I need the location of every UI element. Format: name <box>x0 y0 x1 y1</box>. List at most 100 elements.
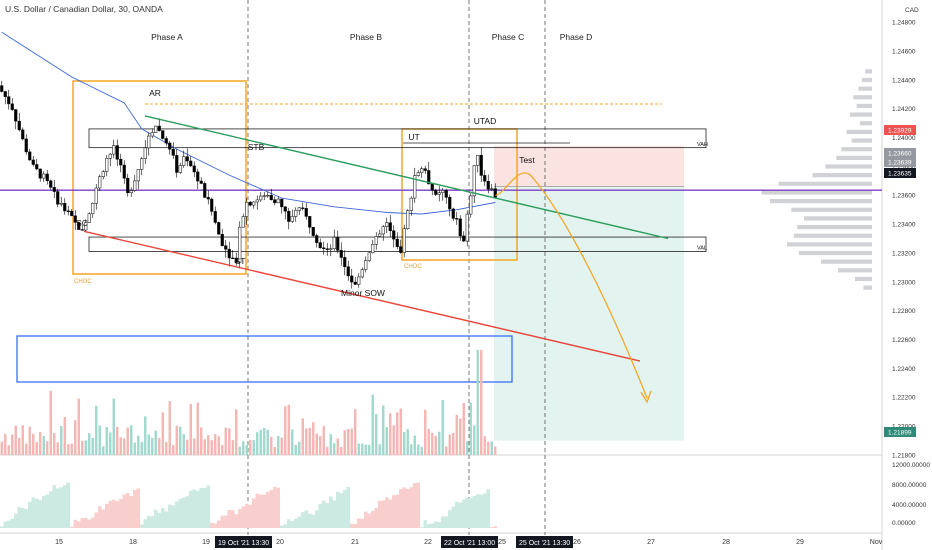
candle-body <box>189 160 193 167</box>
volume-bar <box>452 432 455 455</box>
oscillator-bar <box>409 487 413 528</box>
candle-body <box>150 132 154 137</box>
candle-body <box>252 201 256 206</box>
candle-body <box>210 198 214 212</box>
candles <box>0 80 497 289</box>
oscillator-bar <box>217 520 221 528</box>
candle-body <box>304 208 308 217</box>
oscillator-bar <box>353 524 357 528</box>
oscillator-bar <box>143 519 147 528</box>
oscillator-bar <box>84 517 88 528</box>
volume-bar <box>91 437 94 455</box>
volume-profile-bar <box>821 259 872 264</box>
volume-bar <box>305 428 308 455</box>
volume-bar <box>322 426 325 455</box>
volume-profile-bar <box>761 190 872 195</box>
volume-bar <box>490 441 493 455</box>
time-chip-label: 22 Oct '21 13:00 <box>444 540 495 547</box>
volume-profile-bar <box>793 233 872 238</box>
volume-bar <box>130 425 133 455</box>
volume-profile-bar <box>804 216 872 221</box>
oscillator-bar <box>161 507 165 528</box>
volume-bar <box>102 446 105 455</box>
candle-body <box>395 238 399 247</box>
candle-body <box>427 170 431 185</box>
candle-body <box>101 171 105 177</box>
candle-body <box>343 257 347 268</box>
price-tick: 1.22200 <box>892 395 916 402</box>
oscillator-bar <box>105 503 109 528</box>
projection-arrowhead <box>640 390 652 404</box>
volume-bar <box>116 426 119 455</box>
candle-body <box>203 183 207 198</box>
volume-bar <box>284 406 287 455</box>
stb-label: STB <box>248 142 265 152</box>
candle-body <box>350 275 354 283</box>
oscillator-bar <box>395 494 399 528</box>
volume-bar <box>74 420 77 455</box>
candle-body <box>182 156 186 166</box>
volume-bar <box>147 434 150 455</box>
candle-body <box>332 237 336 249</box>
candle-body <box>276 198 280 204</box>
candle-body <box>388 222 392 231</box>
candle-body <box>346 266 350 277</box>
candle-body <box>7 96 11 105</box>
candle-body <box>245 201 249 217</box>
volume-bar <box>228 428 231 455</box>
price-tag <box>884 125 916 135</box>
oscillator-bar <box>437 522 441 528</box>
volume-bar <box>95 405 98 455</box>
candle-body <box>140 158 144 170</box>
price-tick: 1.23600 <box>892 193 916 200</box>
wedge-upper-line <box>144 115 669 240</box>
oscillator-bar <box>490 527 494 528</box>
oscillator-bar <box>343 490 347 528</box>
oscillator-bar <box>119 499 123 528</box>
volume-bar <box>371 394 374 455</box>
oscillator-bar <box>94 512 98 528</box>
volume-bar <box>11 434 14 455</box>
stop-loss-zone <box>494 145 684 187</box>
date-tick: 20 <box>276 539 284 546</box>
candle-body <box>273 199 277 204</box>
phase-label: Phase A <box>151 32 183 42</box>
volume-bar <box>319 436 322 455</box>
volume-bar <box>154 430 157 455</box>
candle-body <box>24 138 28 153</box>
ema-line <box>1 31 496 215</box>
candle-body <box>126 177 130 194</box>
volume-bar <box>242 441 245 455</box>
volume-bar <box>53 432 56 455</box>
volume-bar <box>165 441 168 455</box>
candle-body <box>406 210 410 229</box>
test-label: Test <box>519 155 535 165</box>
candle-body <box>437 192 441 195</box>
volume-bar <box>126 427 129 455</box>
candle-body <box>367 252 371 261</box>
candle-body <box>381 226 385 235</box>
volume-bar <box>25 443 28 455</box>
candle-body <box>448 197 452 210</box>
volume-profile-bar <box>797 224 872 230</box>
candle-body <box>73 215 77 223</box>
volume-bar <box>98 425 101 455</box>
candle-body <box>402 228 406 253</box>
candle-body <box>168 142 172 150</box>
oscillator-bar <box>290 521 294 528</box>
volume-bar <box>315 433 318 455</box>
oscillator-bar <box>486 489 490 528</box>
volume-profile-bar <box>825 164 872 169</box>
volume-bar <box>427 428 430 455</box>
vah-box <box>88 128 707 149</box>
oscillator-bar <box>476 494 480 528</box>
candle-body <box>416 172 420 176</box>
oscillator-bar <box>70 526 74 528</box>
candle-body <box>364 260 368 270</box>
price-tick: 1.24200 <box>892 106 916 113</box>
candle-body <box>185 156 189 162</box>
oscillator-bar <box>164 511 168 528</box>
oscillator-bar <box>423 520 427 528</box>
volume-bar <box>186 439 189 455</box>
